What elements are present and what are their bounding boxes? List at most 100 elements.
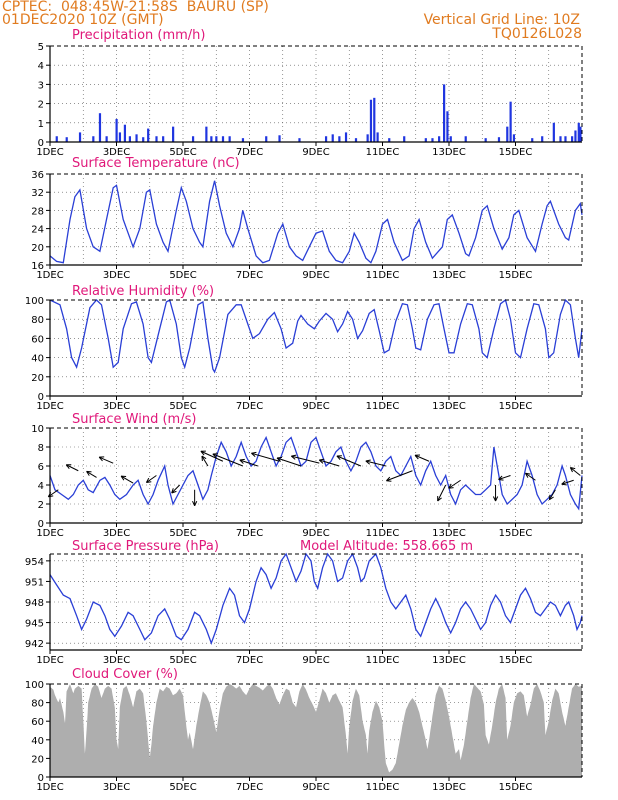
wind-arrow (498, 475, 511, 480)
wind-arrow-head (365, 459, 371, 465)
x-tick-label: 15DEC (499, 147, 533, 158)
precip-bar (564, 136, 567, 142)
x-tick-label: 13DEC (432, 401, 466, 412)
wind-arrow (98, 456, 114, 464)
x-tick-label: 11DEC (366, 270, 400, 281)
wind-arrow-head (569, 467, 576, 473)
precip-bar (344, 132, 348, 142)
x-tick-label: 13DEC (432, 782, 466, 793)
wind-arrow-head (276, 456, 283, 462)
wind-arrow (291, 455, 320, 464)
precip-bar (135, 134, 138, 142)
y-tick-label: 60 (31, 717, 44, 728)
wind-arrow (437, 484, 447, 502)
precip-bar (506, 126, 509, 142)
precip-bar (65, 137, 68, 142)
y-tick-label: 6 (38, 462, 44, 473)
precip-bar (278, 135, 281, 142)
precip-bar (509, 101, 512, 142)
precip-bar (191, 136, 195, 142)
x-tick-label: 15DEC (499, 528, 533, 539)
y-tick-label: 100 (25, 680, 44, 691)
x-tick-label: 15DEC (499, 270, 533, 281)
y-tick-label: 0 (38, 519, 44, 530)
y-tick-label: 2 (38, 100, 44, 111)
precip-bar (115, 118, 118, 142)
y-tick-label: 0 (38, 773, 44, 784)
wind-arrow (239, 459, 258, 467)
precip-bar (577, 122, 580, 142)
x-tick-label: 3DEC (103, 147, 130, 158)
grid-note: Vertical Grid Line: 10Z (423, 12, 580, 28)
y-tick-label: 4 (38, 481, 44, 492)
wind-arrow-head (336, 455, 342, 461)
x-tick-label: 15DEC (499, 401, 533, 412)
x-tick-label: 3DEC (103, 270, 130, 281)
precip-bar (438, 136, 441, 142)
precip-bar (123, 124, 127, 142)
wind-arrow (319, 459, 340, 467)
precip-bar (446, 111, 449, 142)
precip-bar (464, 136, 467, 142)
y-tick-label: 16 (31, 261, 44, 272)
precip-bar (142, 137, 145, 142)
x-tick-label: 9DEC (302, 655, 329, 666)
x-tick-label: 5DEC (169, 782, 196, 793)
precip-bar (541, 136, 544, 142)
wind-arrow-head (437, 495, 442, 502)
wind-arrow-head (386, 476, 392, 482)
precip-bar (574, 130, 577, 142)
y-tick-label: 0 (38, 392, 44, 403)
precip-bar (298, 138, 301, 142)
wind-arrow-head (192, 500, 198, 506)
wind-arrow (276, 457, 302, 467)
y-tick-label: 0 (38, 138, 44, 149)
y-tick-label: 36 (31, 170, 44, 181)
precip-bar (105, 136, 108, 142)
precip-bar (265, 136, 268, 142)
wind-arrow-head (98, 456, 105, 462)
wind-arrow (548, 489, 556, 501)
precip-bar (449, 136, 452, 142)
precip-bar (331, 134, 334, 142)
panel-title: Surface Pressure (hPa) (72, 539, 219, 554)
x-tick-label: 9DEC (302, 528, 329, 539)
x-tick-label: 9DEC (302, 270, 329, 281)
precip-bar (147, 128, 150, 142)
x-tick-label: 11DEC (366, 401, 400, 412)
wind-arrow-head (448, 483, 454, 489)
precip-bar (205, 126, 208, 142)
x-tick-label: 5DEC (169, 528, 196, 539)
x-tick-label: 15DEC (499, 655, 533, 666)
precip-bar (155, 136, 158, 142)
precip-bar (210, 136, 213, 142)
x-tick-label: 5DEC (169, 270, 196, 281)
series-line (49, 552, 583, 645)
panel-title: Surface Temperature (nC) (72, 156, 240, 171)
precip-bar (215, 136, 218, 142)
precip-bar (369, 99, 373, 142)
y-tick-label: 8 (38, 443, 44, 454)
precip-bar (118, 132, 122, 142)
wind-arrow-head (47, 492, 54, 498)
wind-arrow-head (498, 475, 504, 481)
precip-bar (221, 136, 225, 142)
x-tick-label: 5DEC (169, 655, 196, 666)
x-tick-label: 5DEC (169, 401, 196, 412)
wind-arrow-head (171, 488, 177, 494)
x-tick-label: 9DEC (302, 401, 329, 412)
x-tick-label: 13DEC (432, 147, 466, 158)
wind-arrow (448, 479, 461, 489)
precip-bar (484, 138, 487, 142)
precip-bar (443, 84, 446, 142)
precip-bar (55, 136, 58, 142)
x-tick-label: 9DEC (302, 147, 329, 158)
station-info: CPTEC: 048:45W-21:58S BAURU (SP) (2, 0, 269, 15)
y-tick-label: 40 (31, 354, 44, 365)
x-tick-label: 7DEC (236, 147, 263, 158)
precip-bar (531, 138, 534, 142)
precip-bar (579, 126, 582, 142)
y-tick-label: 60 (31, 334, 44, 345)
run-time: 01DEC2020 10Z (GMT) (2, 12, 164, 28)
